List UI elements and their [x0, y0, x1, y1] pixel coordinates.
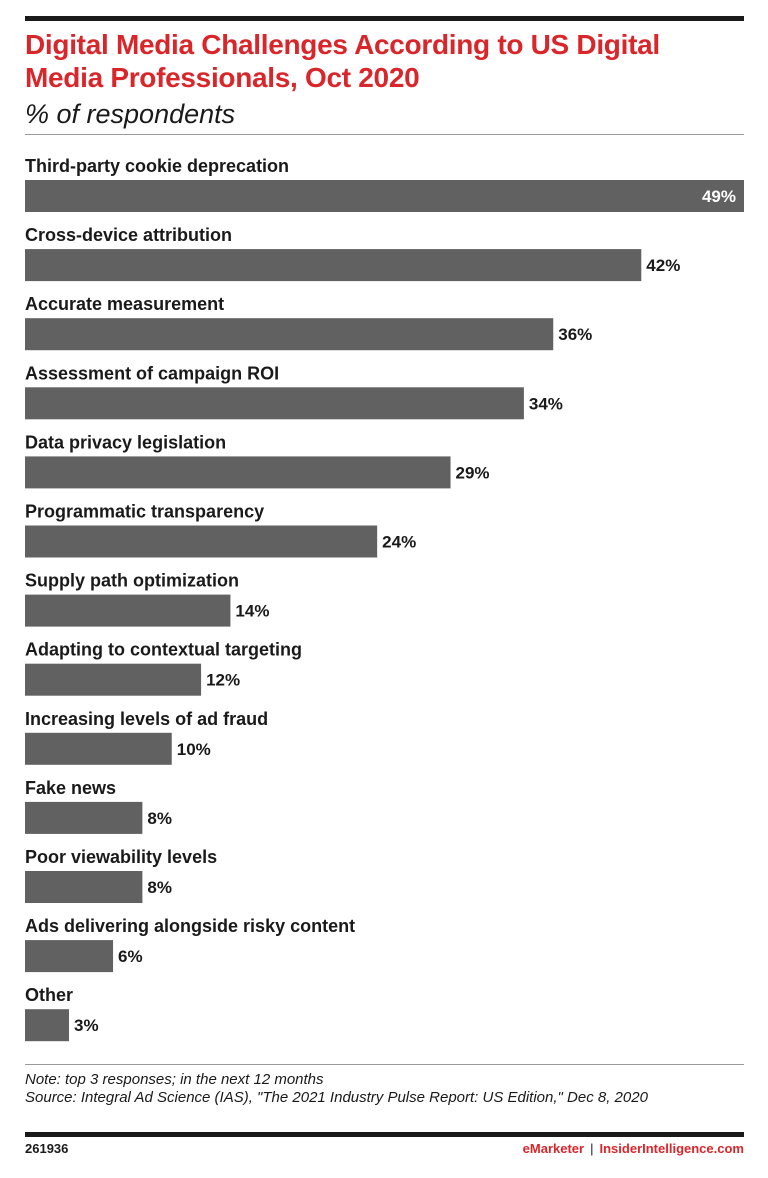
- notes-rule: [25, 1064, 744, 1065]
- chart-note: Note: top 3 responses; in the next 12 mo…: [25, 1071, 324, 1088]
- bar-chart: Third-party cookie deprecation 49% Cross-d…: [25, 156, 744, 1042]
- category-label: Cross-device attribution: [25, 225, 232, 245]
- value-label: 8%: [147, 878, 172, 897]
- chart-source: Source: Integral Ad Science (IAS), "The …: [25, 1089, 648, 1106]
- chart-title: Digital Media Challenges According to US…: [25, 29, 660, 93]
- value-label: 8%: [147, 809, 172, 828]
- value-label: 49%: [702, 187, 736, 206]
- category-label: Ads delivering alongside risky content: [25, 916, 355, 936]
- bar: [25, 732, 172, 765]
- brand-emarketer: eMarketer: [522, 1141, 585, 1156]
- chart-id: 261936: [25, 1141, 69, 1156]
- brand-separator: |: [590, 1141, 594, 1156]
- value-label: 36%: [558, 325, 592, 344]
- value-label: 10%: [177, 740, 211, 759]
- category-label: Assessment of campaign ROI: [25, 363, 279, 383]
- category-label: Other: [25, 985, 73, 1005]
- bar: [25, 871, 143, 903]
- bar: [25, 387, 524, 420]
- value-label: 42%: [646, 256, 680, 275]
- bar: [25, 456, 451, 489]
- category-label: Programmatic transparency: [25, 502, 264, 522]
- top-rule: [25, 16, 744, 21]
- category-label: Fake news: [25, 778, 116, 798]
- bar: [25, 801, 143, 834]
- category-label: Increasing levels of ad fraud: [25, 709, 268, 729]
- value-label: 24%: [382, 533, 416, 552]
- bar: [25, 1009, 70, 1042]
- value-label: 29%: [456, 463, 490, 482]
- category-label: Adapting to contextual targeting: [25, 640, 302, 660]
- bar: [25, 249, 642, 282]
- value-label: 14%: [235, 602, 269, 621]
- category-label: Data privacy legislation: [25, 432, 226, 452]
- bar: [25, 180, 744, 212]
- value-label: 12%: [206, 671, 240, 690]
- category-label: Third-party cookie deprecation: [25, 156, 289, 176]
- brand-insider-intelligence: InsiderIntelligence.com: [599, 1141, 745, 1156]
- bottom-rule: [25, 1132, 744, 1137]
- value-label: 6%: [118, 947, 143, 966]
- bar: [25, 525, 378, 558]
- subtitle-rule: [25, 134, 744, 135]
- chart-subtitle: % of respondents: [25, 99, 236, 129]
- brand-credit: eMarketer | InsiderIntelligence.com: [523, 1141, 744, 1156]
- bar: [25, 663, 202, 696]
- bar: [25, 594, 231, 627]
- bar: [25, 940, 114, 973]
- category-label: Poor viewability levels: [25, 847, 217, 867]
- bar: [25, 318, 554, 351]
- value-label: 3%: [74, 1016, 99, 1035]
- category-label: Supply path optimization: [25, 571, 239, 591]
- notes-block: Note: top 3 responses; in the next 12 mo…: [25, 1071, 744, 1107]
- category-label: Accurate measurement: [25, 294, 224, 314]
- value-label: 34%: [529, 394, 563, 413]
